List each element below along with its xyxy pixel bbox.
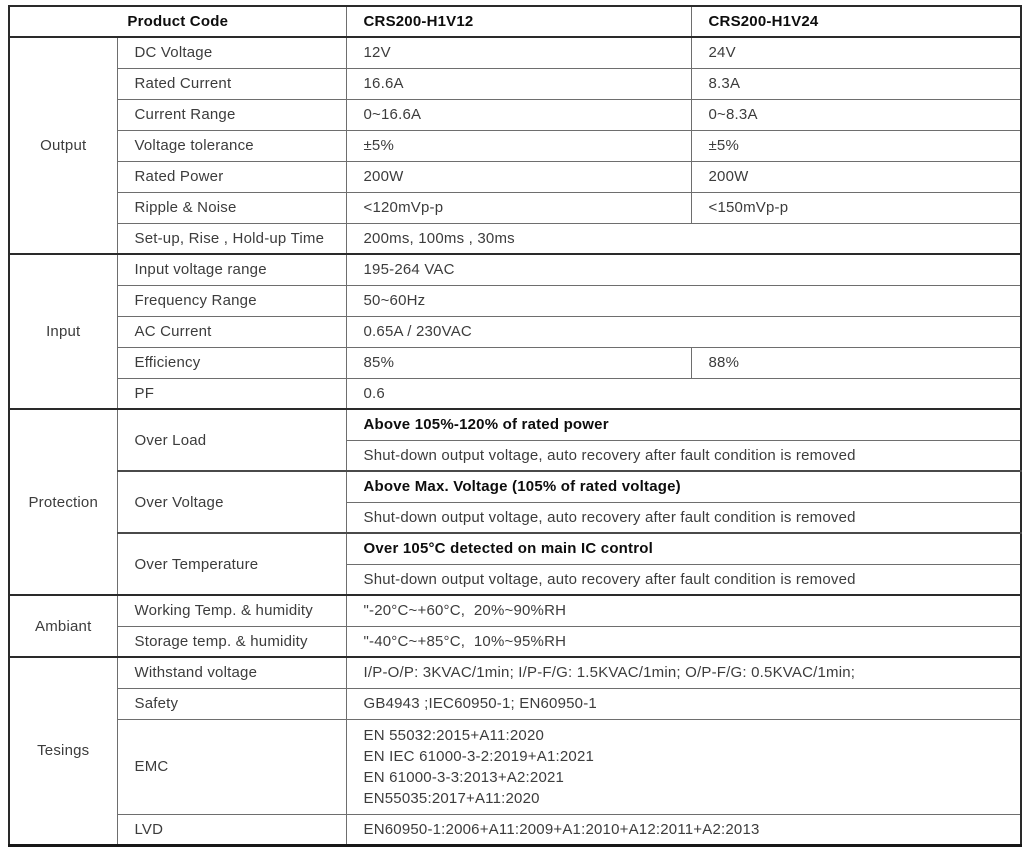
working-temp-value: "-20°C~+60°C, 20%~90%RH bbox=[345, 594, 1022, 627]
over-load-action: Shut-down output voltage, auto recovery … bbox=[345, 439, 1022, 472]
row-voltage-tolerance: Voltage tolerance ±5% ±5% bbox=[9, 129, 1022, 162]
current-range-label: Current Range bbox=[116, 98, 347, 131]
withstand-voltage-value: I/P-O/P: 3KVAC/1min; I/P-F/G: 1.5KVAC/1m… bbox=[345, 656, 1022, 689]
row-frequency-range: Frequency Range 50~60Hz bbox=[9, 284, 1022, 317]
over-load-label: Over Load bbox=[116, 408, 347, 472]
row-efficiency: Efficiency 85% 88% bbox=[9, 346, 1022, 379]
over-temperature-condition: Over 105°C detected on main IC control bbox=[345, 532, 1022, 565]
rated-current-label: Rated Current bbox=[116, 67, 347, 100]
storage-temp-value: "-40°C~+85°C, 10%~95%RH bbox=[345, 625, 1022, 658]
voltage-tolerance-label: Voltage tolerance bbox=[116, 129, 347, 162]
ac-current-label: AC Current bbox=[116, 315, 347, 348]
emc-standards-list: EN 55032:2015+A11:2020 EN IEC 61000-3-2:2… bbox=[345, 718, 1022, 815]
rated-power-label: Rated Power bbox=[116, 160, 347, 193]
over-temperature-action: Shut-down output voltage, auto recovery … bbox=[345, 563, 1022, 596]
row-lvd: LVD EN60950-1:2006+A11:2009+A1:2010+A12:… bbox=[9, 813, 1022, 846]
lvd-value: EN60950-1:2006+A11:2009+A1:2010+A12:2011… bbox=[345, 813, 1022, 846]
efficiency-label: Efficiency bbox=[116, 346, 347, 379]
over-voltage-condition: Above Max. Voltage (105% of rated voltag… bbox=[345, 470, 1022, 503]
lvd-label: LVD bbox=[116, 813, 347, 846]
row-rated-power: Rated Power 200W 200W bbox=[9, 160, 1022, 193]
emc-standard-line: EN55035:2017+A11:2020 bbox=[363, 789, 540, 807]
row-ac-current: AC Current 0.65A / 230VAC bbox=[9, 315, 1022, 348]
row-withstand-voltage: Tesings Withstand voltage I/P-O/P: 3KVAC… bbox=[8, 656, 1022, 846]
pf-label: PF bbox=[116, 377, 347, 410]
current-range-v12: 0~16.6A bbox=[345, 98, 692, 131]
voltage-tolerance-v24: ±5% bbox=[690, 129, 1022, 162]
efficiency-v24: 88% bbox=[690, 346, 1022, 379]
row-current-range: Current Range 0~16.6A 0~8.3A bbox=[9, 98, 1022, 131]
over-temperature-label: Over Temperature bbox=[116, 532, 347, 596]
section-label-tesings: Tesings bbox=[8, 656, 118, 846]
model-h1v12-header: CRS200-H1V12 bbox=[345, 5, 692, 38]
dc-voltage-v24: 24V bbox=[690, 36, 1022, 69]
section-label-input: Input bbox=[8, 253, 118, 410]
row-over-temperature-condition: Over Temperature Over 105°C detected on … bbox=[9, 532, 1022, 596]
ripple-noise-label: Ripple & Noise bbox=[116, 191, 347, 224]
ac-current-value: 0.65A / 230VAC bbox=[345, 315, 1022, 348]
emc-standard-line: EN 61000-3-3:2013+A2:2021 bbox=[363, 768, 565, 786]
emc-standard-line: EN 55032:2015+A11:2020 bbox=[363, 726, 545, 744]
row-over-voltage-condition: Over Voltage Above Max. Voltage (105% of… bbox=[9, 470, 1022, 534]
rated-power-v12: 200W bbox=[345, 160, 692, 193]
setup-rise-holdup-value: 200ms, 100ms , 30ms bbox=[345, 222, 1022, 255]
over-voltage-label: Over Voltage bbox=[116, 470, 347, 534]
over-load-condition: Above 105%-120% of rated power bbox=[345, 408, 1022, 441]
ripple-noise-v24: <150mVp-p bbox=[690, 191, 1022, 224]
dc-voltage-label: DC Voltage bbox=[116, 36, 347, 69]
pf-value: 0.6 bbox=[345, 377, 1022, 410]
voltage-tolerance-v12: ±5% bbox=[345, 129, 692, 162]
model-h1v24-header: CRS200-H1V24 bbox=[690, 5, 1022, 38]
row-ripple-noise: Ripple & Noise <120mVp-p <150mVp-p bbox=[9, 191, 1022, 224]
row-input-voltage-range: Input Input voltage range 195-264 VAC bbox=[8, 253, 1022, 410]
frequency-range-value: 50~60Hz bbox=[345, 284, 1022, 317]
row-setup-rise-holdup: Set-up, Rise , Hold-up Time 200ms, 100ms… bbox=[9, 222, 1022, 255]
rated-power-v24: 200W bbox=[690, 160, 1022, 193]
setup-rise-holdup-label: Set-up, Rise , Hold-up Time bbox=[116, 222, 347, 255]
safety-label: Safety bbox=[116, 687, 347, 720]
emc-standard-line: EN IEC 61000-3-2:2019+A1:2021 bbox=[363, 747, 595, 765]
row-storage-temp-humidity: Storage temp. & humidity "-40°C~+85°C, 1… bbox=[9, 625, 1022, 658]
current-range-v24: 0~8.3A bbox=[690, 98, 1022, 131]
dc-voltage-v12: 12V bbox=[345, 36, 692, 69]
safety-value: GB4943 ;IEC60950-1; EN60950-1 bbox=[345, 687, 1022, 720]
row-emc: EMC EN 55032:2015+A11:2020 EN IEC 61000-3… bbox=[9, 718, 1022, 815]
row-rated-current: Rated Current 16.6A 8.3A bbox=[9, 67, 1022, 100]
row-over-voltage-action: Shut-down output voltage, auto recovery … bbox=[9, 501, 1022, 534]
rated-current-v24: 8.3A bbox=[690, 67, 1022, 100]
row-dc-voltage: Output DC Voltage 12V 24V bbox=[8, 36, 1022, 255]
working-temp-label: Working Temp. & humidity bbox=[116, 594, 347, 627]
row-over-load-action: Shut-down output voltage, auto recovery … bbox=[9, 439, 1022, 472]
section-label-protection: Protection bbox=[8, 408, 118, 596]
storage-temp-label: Storage temp. & humidity bbox=[116, 625, 347, 658]
row-over-temperature-action: Shut-down output voltage, auto recovery … bbox=[9, 563, 1022, 596]
row-safety: Safety GB4943 ;IEC60950-1; EN60950-1 bbox=[9, 687, 1022, 720]
section-label-ambiant: Ambiant bbox=[8, 594, 118, 658]
section-label-output: Output bbox=[8, 36, 118, 255]
efficiency-v12: 85% bbox=[345, 346, 692, 379]
input-voltage-range-value: 195-264 VAC bbox=[345, 253, 1022, 286]
emc-label: EMC bbox=[116, 718, 347, 815]
rated-current-v12: 16.6A bbox=[345, 67, 692, 100]
frequency-range-label: Frequency Range bbox=[116, 284, 347, 317]
withstand-voltage-label: Withstand voltage bbox=[116, 656, 347, 689]
product-code-header: Product Code bbox=[8, 5, 347, 38]
row-pf: PF 0.6 bbox=[9, 377, 1022, 410]
ripple-noise-v12: <120mVp-p bbox=[345, 191, 692, 224]
spec-table: Product Code CRS200-H1V12 CRS200-H1V24 O… bbox=[8, 5, 1022, 847]
input-voltage-range-label: Input voltage range bbox=[116, 253, 347, 286]
row-over-load-condition: Protection Over Load Above 105%-120% of … bbox=[8, 408, 1022, 596]
over-voltage-action: Shut-down output voltage, auto recovery … bbox=[345, 501, 1022, 534]
row-working-temp-humidity: Ambiant Working Temp. & humidity "-20°C~… bbox=[8, 594, 1022, 658]
header-row: Product Code CRS200-H1V12 CRS200-H1V24 bbox=[8, 5, 1022, 38]
